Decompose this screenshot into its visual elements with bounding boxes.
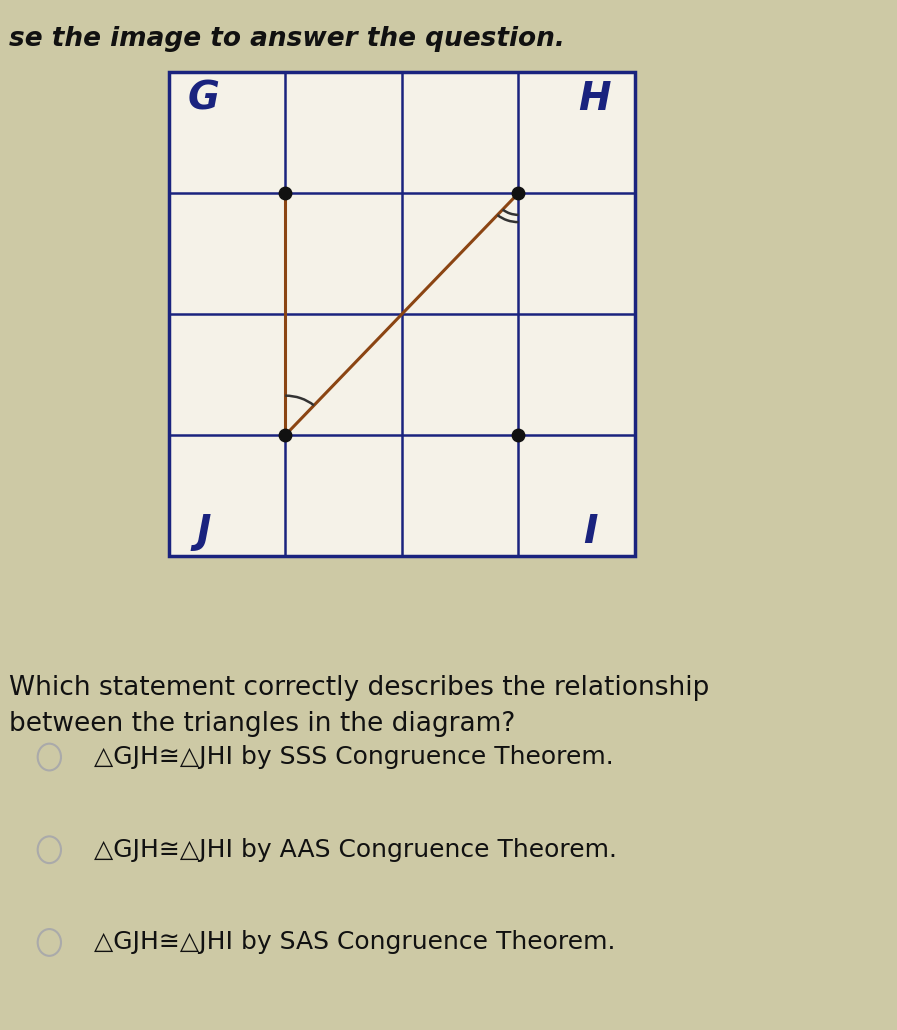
Text: H: H bbox=[578, 79, 611, 117]
Text: △GJH≅△JHI by AAS Congruence Theorem.: △GJH≅△JHI by AAS Congruence Theorem. bbox=[94, 837, 617, 862]
Text: se the image to answer the question.: se the image to answer the question. bbox=[9, 26, 565, 52]
Text: Which statement correctly describes the relationship
between the triangles in th: Which statement correctly describes the … bbox=[9, 675, 710, 736]
Bar bbox=[169, 72, 635, 556]
Text: I: I bbox=[584, 513, 598, 551]
Text: △GJH≅△JHI by SAS Congruence Theorem.: △GJH≅△JHI by SAS Congruence Theorem. bbox=[94, 930, 615, 955]
Text: J: J bbox=[196, 513, 211, 551]
Text: △GJH≅△JHI by SSS Congruence Theorem.: △GJH≅△JHI by SSS Congruence Theorem. bbox=[94, 745, 614, 769]
Text: G: G bbox=[187, 79, 220, 117]
